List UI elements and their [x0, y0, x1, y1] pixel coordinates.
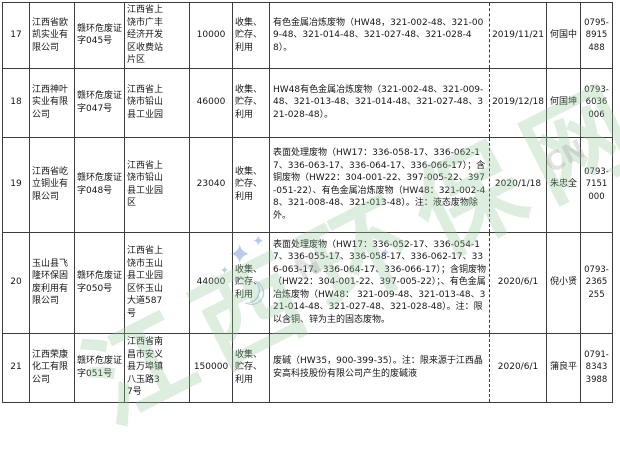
- table-row: 20 玉山县飞隆环保固废利用有限公司 赣环危废证字050号 江西省上饶市玉山县工业园区…: [2, 231, 613, 334]
- cell-company: 玉山县飞隆环保固废利用有限公司: [29, 231, 75, 334]
- cell-contact: 何国坤: [546, 67, 581, 138]
- cell-no: 21: [2, 332, 30, 403]
- cell-permit: 赣环危废证字048号: [74, 136, 125, 233]
- cell-waste: HW48有色金属冶炼废物（321-002-48、321-009-48、321-0…: [269, 67, 490, 138]
- cell-address: 江西省上饶市铅山县工业园区: [124, 136, 190, 233]
- cell-date: 2019/12/18: [489, 67, 547, 138]
- cell-phone: 0795-8915488: [580, 2, 613, 69]
- cell-company: 江西省屹立铜业有限公司: [29, 136, 75, 233]
- cell-waste: 表面处理废物（HW17：336-058-17、336-062-17、336-06…: [269, 136, 490, 233]
- table-row: 21 江西荣康化工有限公司 赣环危废证字051号 江西省南昌市安义县万埠镇八玉路37号…: [2, 332, 613, 403]
- cell-contact: 倪小贤: [546, 231, 581, 334]
- cell-quantity: 150000: [189, 332, 233, 403]
- hazardous-waste-permit-table: 17 江西省欧凯实业有限公司 赣环危废证字045号 江西省上饶市广丰经济开发区收费站片…: [2, 2, 613, 403]
- cell-operation: 收集、贮存、利用: [232, 231, 270, 334]
- cell-company: 江西荣康化工有限公司: [29, 332, 75, 403]
- table-row: 18 江西神叶实业有限公司 赣环危废证字047号 江西省上饶市铅山县工业园 46000 收…: [2, 67, 613, 138]
- cell-waste: 废碱（HW35，900-399-35）。注：限来源于江西晶安高科技股份有限公司产…: [269, 332, 490, 403]
- cell-no: 18: [2, 67, 30, 138]
- cell-no: 19: [2, 136, 30, 233]
- cell-no: 20: [2, 231, 30, 334]
- cell-address: 江西省南昌市安义县万埠镇八玉路37号: [124, 332, 190, 403]
- cell-permit: 赣环危废证字051号: [74, 332, 125, 403]
- cell-company: 江西神叶实业有限公司: [29, 67, 75, 138]
- cell-quantity: 46000: [189, 67, 233, 138]
- cell-no: 17: [2, 2, 30, 69]
- cell-contact: 朱忠全: [546, 136, 581, 233]
- cell-contact: 蒲良平: [546, 332, 581, 403]
- cell-operation: 收集、贮存、利用: [232, 2, 270, 69]
- cell-quantity: 44000: [189, 231, 233, 334]
- cell-phone: 0793-7151000: [580, 136, 613, 233]
- cell-operation: 收集、贮存、利用: [232, 67, 270, 138]
- cell-contact: 何国中: [546, 2, 581, 69]
- cell-date: 2019/11/21: [489, 2, 547, 69]
- cell-phone: 0793-6036006: [580, 67, 613, 138]
- cell-operation: 收集、贮存、利用: [232, 136, 270, 233]
- cell-date: 2020/6/1: [489, 231, 547, 334]
- cell-permit: 赣环危废证字045号: [74, 2, 125, 69]
- cell-waste: 表面处理废物（HW17：336-052-17、336-054-17、336-05…: [269, 231, 490, 334]
- cell-date: 2020/1/18: [489, 136, 547, 233]
- table-row: 19 江西省屹立铜业有限公司 赣环危废证字048号 江西省上饶市铅山县工业园区 2304…: [2, 136, 613, 233]
- cell-quantity: 10000: [189, 2, 233, 69]
- cell-phone: 0791-83433988: [580, 332, 613, 403]
- table-row: 17 江西省欧凯实业有限公司 赣环危废证字045号 江西省上饶市广丰经济开发区收费站片…: [2, 2, 613, 69]
- cell-phone: 0793-2365255: [580, 231, 613, 334]
- cell-quantity: 23040: [189, 136, 233, 233]
- cell-operation: 收集、贮存、利用: [232, 332, 270, 403]
- cell-address: 江西省上饶市广丰经济开发区收费站片区: [124, 2, 190, 69]
- cell-company: 江西省欧凯实业有限公司: [29, 2, 75, 69]
- cell-address: 江西省上饶市铅山县工业园: [124, 67, 190, 138]
- cell-permit: 赣环危废证字047号: [74, 67, 125, 138]
- cell-address: 江西省上饶市玉山县工业园区怀玉山大道587号: [124, 231, 190, 334]
- cell-waste: 有色金属冶炼废物（HW48，321-002-48、321-009-48、321-…: [269, 2, 490, 69]
- permit-table-body: 17 江西省欧凯实业有限公司 赣环危废证字045号 江西省上饶市广丰经济开发区收费站片…: [2, 2, 613, 403]
- cell-date: 2020/6/1: [489, 332, 547, 403]
- cell-permit: 赣环危废证字050号: [74, 231, 125, 334]
